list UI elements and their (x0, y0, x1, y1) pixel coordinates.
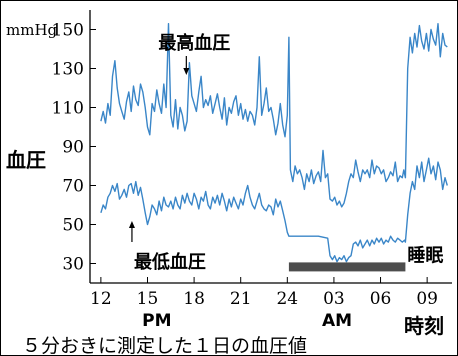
period-label: AM (322, 311, 352, 331)
y-tick-label: 130 (52, 60, 84, 80)
y-tick-label: 50 (62, 216, 84, 236)
x-tick-label: 03 (323, 289, 345, 309)
arrow-up-icon (128, 221, 135, 228)
y-tick-label: 30 (62, 255, 84, 275)
x-tick-label: 15 (137, 289, 159, 309)
x-tick-label: 21 (230, 289, 252, 309)
chart-caption: ５分おきに測定した１日の血圧値 (22, 335, 307, 356)
annotation-label: 最低血圧 (134, 251, 206, 273)
x-tick-label: 12 (90, 289, 112, 309)
sleep-label: 睡眠 (407, 245, 443, 266)
y-axis-title: 血圧 (6, 148, 46, 172)
period-label: PM (142, 311, 171, 331)
period-labels: PM AM (142, 311, 352, 331)
y-unit-label: mmHg (6, 21, 58, 39)
y-tick-label: 70 (62, 177, 84, 197)
annotation-label: 最高血圧 (158, 32, 230, 54)
x-tick-label: 09 (416, 289, 438, 309)
diastolic-series-line (100, 157, 448, 263)
x-axis-title: 時刻 (404, 314, 444, 338)
x-tick-label: 18 (183, 289, 205, 309)
arrow-down-icon (183, 68, 190, 75)
series-layer (100, 23, 448, 263)
x-ticks: 12 15 18 21 24 03 06 09 (90, 277, 438, 309)
y-tick-label: 110 (52, 99, 84, 119)
sleep-bar (288, 262, 406, 272)
y-ticks: 30 50 70 90 110 130 150 (52, 21, 96, 275)
y-tick-label: 90 (62, 138, 84, 158)
systolic-series-line (100, 23, 448, 208)
x-tick-label: 06 (370, 289, 392, 309)
x-tick-label: 24 (276, 289, 298, 309)
y-tick-label: 150 (52, 21, 84, 41)
